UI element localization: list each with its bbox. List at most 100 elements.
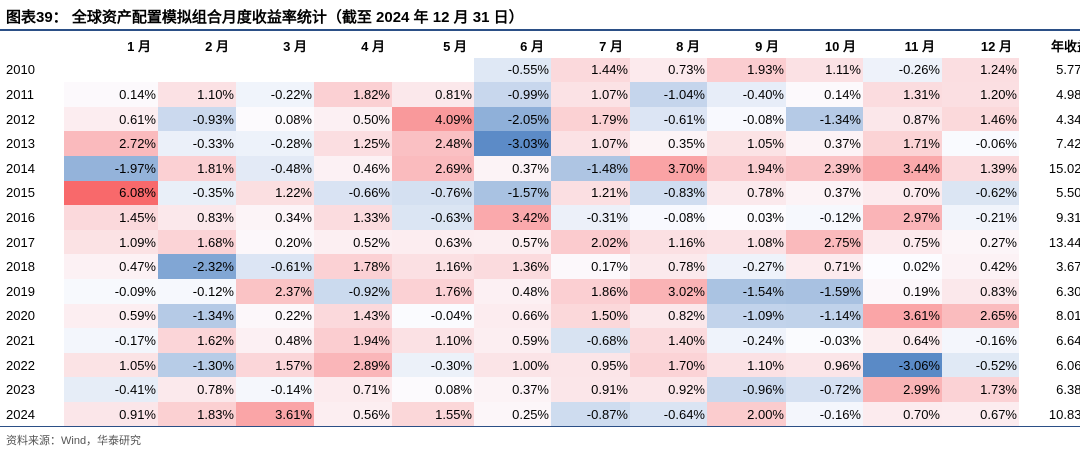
year-cell: 2023 [6, 382, 35, 398]
month-return-cell: 1.21% [551, 180, 630, 206]
year-cell: 2016 [6, 209, 35, 225]
year-cell: 2014 [6, 160, 35, 176]
month-return-cell: -1.59% [786, 278, 863, 304]
returns-table: 1 月 2 月 3 月 4 月 5 月 6 月 7 月 8 月 9 月 10 月 11 月 12 月 年… [0, 33, 1080, 427]
month-return-cell: 1.71% [863, 131, 942, 156]
month-return-cell: -0.83% [630, 180, 707, 206]
month-return-cell: 3.42% [474, 205, 551, 230]
month-return-cell: 1.31% [863, 82, 942, 107]
month-return-cell: 1.83% [158, 401, 236, 427]
month-return-cell: 1.00% [474, 352, 551, 378]
month-return-cell: 0.22% [236, 303, 314, 329]
month-return-cell: 0.71% [314, 377, 392, 402]
header-row: 1 月 2 月 3 月 4 月 5 月 6 月 7 月 8 月 9 月 10 月 11 月 12 月 年… [0, 33, 1080, 58]
month-return-cell: -0.30% [392, 352, 474, 378]
month-return-cell: 0.75% [863, 229, 942, 255]
header-month: 9 月 [755, 38, 779, 54]
month-return-cell: 2.02% [551, 229, 630, 255]
month-return-cell: -0.66% [314, 180, 392, 206]
month-return-cell: 0.35% [630, 131, 707, 156]
annual-return-cell: 5.50% [1056, 185, 1080, 201]
month-return-cell: -1.48% [551, 155, 630, 181]
month-return-cell: -0.35% [158, 180, 236, 206]
header-month: 4 月 [361, 38, 385, 54]
month-return-cell: 1.79% [551, 106, 630, 132]
month-return-cell: 1.16% [392, 254, 474, 279]
month-return-cell: -0.68% [551, 328, 630, 353]
month-return-cell: -0.76% [392, 180, 474, 206]
month-return-cell: -0.52% [942, 352, 1019, 378]
month-return-cell: 1.94% [707, 155, 786, 181]
month-return-cell: -0.09% [64, 278, 158, 304]
header-month: 2 月 [205, 38, 229, 54]
month-return-cell: 1.22% [236, 180, 314, 206]
month-return-cell: 1.43% [314, 303, 392, 329]
header-annual: 年收益 [1050, 38, 1080, 54]
month-return-cell: -0.48% [236, 155, 314, 181]
month-return-cell: 0.42% [942, 254, 1019, 279]
month-return-cell: -0.06% [942, 131, 1019, 156]
month-return-cell: 0.81% [392, 82, 474, 107]
month-return-cell: 0.87% [863, 106, 942, 132]
table-row: 2015 6.08% -0.35% 1.22% -0.66% -0.76% -1.57% 1.… [0, 180, 1080, 206]
month-return-cell: 0.03% [707, 205, 786, 230]
annual-return-cell: 9.31% [1056, 209, 1080, 225]
header-month: 5 月 [443, 38, 467, 54]
month-return-cell: 1.70% [630, 352, 707, 378]
table-row: 2016 1.45% 0.83% 0.34% 1.33% -0.63% 3.42% -0.31… [0, 205, 1080, 230]
month-return-cell: -1.14% [786, 303, 863, 329]
month-return-cell: 1.08% [707, 229, 786, 255]
month-return-cell: 2.00% [707, 401, 786, 427]
month-return-cell: 1.33% [314, 205, 392, 230]
header-month: 1 月 [127, 38, 151, 54]
month-return-cell: 2.75% [786, 229, 863, 255]
month-return-cell: -0.96% [707, 377, 786, 402]
month-return-cell: -0.40% [707, 82, 786, 107]
month-return-cell: -0.21% [942, 205, 1019, 230]
month-return-cell: -0.33% [158, 131, 236, 156]
month-return-cell: 0.70% [863, 180, 942, 206]
month-return-cell [392, 58, 474, 83]
month-return-cell: 3.61% [863, 303, 942, 329]
month-return-cell: -0.22% [236, 82, 314, 107]
month-return-cell: -0.93% [158, 106, 236, 132]
year-cell: 2022 [6, 357, 35, 373]
annual-return-cell: 6.30% [1056, 283, 1080, 299]
month-return-cell: 0.17% [551, 254, 630, 279]
month-return-cell: 2.69% [392, 155, 474, 181]
month-return-cell: 0.66% [474, 303, 551, 329]
annual-return-cell: 3.67% [1056, 259, 1080, 275]
month-return-cell: -1.04% [630, 82, 707, 107]
annual-return-cell: 4.34% [1056, 111, 1080, 127]
month-return-cell: 3.61% [236, 401, 314, 427]
annual-return-cell: 15.02% [1048, 160, 1080, 176]
annual-return-cell: 6.06% [1056, 357, 1080, 373]
month-return-cell: -0.03% [786, 328, 863, 353]
table-body: 2010 -0.55% 1.44% 0.73% 1.93% 1.11% -0.26% 1.24… [0, 57, 1080, 427]
month-return-cell: 0.50% [314, 106, 392, 132]
month-return-cell: -0.87% [551, 401, 630, 427]
month-return-cell: 0.08% [392, 377, 474, 402]
month-return-cell: 0.64% [863, 328, 942, 353]
month-return-cell: 2.37% [236, 278, 314, 304]
year-cell: 2011 [6, 86, 34, 102]
month-return-cell: 0.37% [474, 377, 551, 402]
month-return-cell: 0.95% [551, 352, 630, 378]
month-return-cell [64, 58, 158, 83]
month-return-cell: -0.31% [551, 205, 630, 230]
month-return-cell: 1.16% [630, 229, 707, 255]
month-return-cell: 1.25% [314, 131, 392, 156]
month-return-cell: 3.44% [863, 155, 942, 181]
month-return-cell: -0.72% [786, 377, 863, 402]
month-return-cell: 0.63% [392, 229, 474, 255]
month-return-cell: 1.07% [551, 131, 630, 156]
month-return-cell: 1.10% [707, 352, 786, 378]
month-return-cell: 1.57% [236, 352, 314, 378]
month-return-cell: -0.28% [236, 131, 314, 156]
month-return-cell: -0.64% [630, 401, 707, 427]
month-return-cell: 1.10% [392, 328, 474, 353]
table-row: 2012 0.61% -0.93% 0.08% 0.50% 4.09% -2.05% 1.79… [0, 106, 1080, 132]
month-return-cell: -1.34% [786, 106, 863, 132]
table-row: 2019 -0.09% -0.12% 2.37% -0.92% 1.76% 0.48% 1.8… [0, 278, 1080, 304]
month-return-cell: 0.47% [64, 254, 158, 279]
